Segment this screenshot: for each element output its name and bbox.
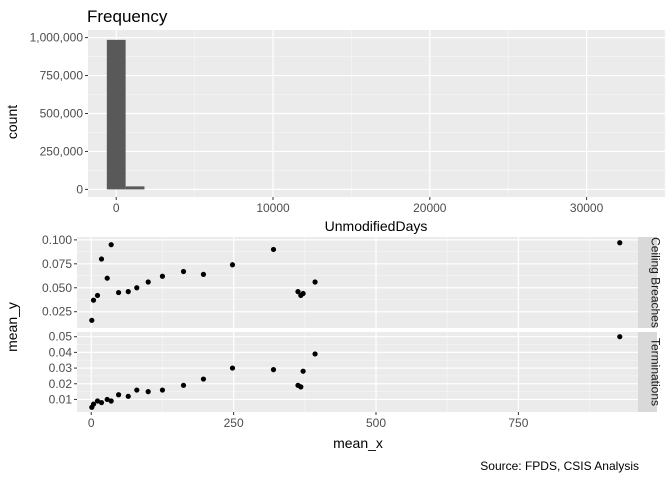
scatter-point xyxy=(617,334,623,340)
scatter-point xyxy=(229,262,236,268)
scatter-y-tick-label: 0.04 xyxy=(49,345,73,359)
scatter-point xyxy=(104,275,110,281)
scatter-point xyxy=(229,365,236,371)
scatter-point xyxy=(300,368,306,374)
scatter-point xyxy=(115,289,122,296)
scatter-facet-ceiling-breaches: 0.025 0.050 0.075 0.100 Ceiling Breaches xyxy=(42,233,663,328)
scatter-point xyxy=(617,240,623,246)
scatter-point xyxy=(94,398,101,404)
histogram-bar xyxy=(125,186,145,190)
scatter-point xyxy=(94,292,101,299)
histogram-x-axis-label: UnmodifiedDays xyxy=(325,218,428,234)
scatter-point xyxy=(98,256,105,262)
scatter-point xyxy=(270,246,277,253)
scatter-y-tick-label: 0.03 xyxy=(49,361,73,375)
scatter-point xyxy=(90,297,97,303)
scatter-point xyxy=(134,387,140,393)
histogram-x-tick-label: 30000 xyxy=(570,201,604,215)
scatter-panel-background xyxy=(77,237,638,328)
scatter-point xyxy=(108,242,114,248)
scatter-point xyxy=(108,398,114,404)
scatter-point xyxy=(134,285,140,291)
scatter-panel-background xyxy=(77,332,638,412)
scatter-y-tick-label: 0.05 xyxy=(49,330,73,344)
histogram-bar xyxy=(106,39,126,190)
scatter-y-axis-label: mean_y xyxy=(4,302,20,352)
scatter-point xyxy=(312,279,318,285)
histogram-x-tick-label: 0 xyxy=(113,201,120,215)
scatter-point xyxy=(180,268,187,275)
scatter-point xyxy=(159,273,166,279)
scatter-point xyxy=(145,279,151,285)
scatter-point xyxy=(89,317,95,323)
scatter-x-tick-label: 750 xyxy=(508,416,528,430)
scatter-point xyxy=(104,396,110,403)
histogram-y-tick-label: 0 xyxy=(76,182,83,196)
facet-strip xyxy=(638,237,657,328)
histogram-x-tick-label: 10000 xyxy=(256,201,290,215)
histogram-y-tick-label: 750,000 xyxy=(40,69,84,83)
scatter-point xyxy=(295,289,301,295)
scatter-point xyxy=(312,351,318,357)
scatter-x-tick-label: 0 xyxy=(88,416,95,430)
histogram-y-axis-label: count xyxy=(4,105,20,139)
scatter-point xyxy=(145,389,151,395)
scatter-point xyxy=(300,290,306,297)
histogram-y-tick-label: 1,000,000 xyxy=(30,31,84,45)
scatter-point xyxy=(98,399,105,406)
scatter-point xyxy=(270,367,277,373)
scatter-facet-terminations: 0.010.02 0.03 0.040.05 Terminations 0 250 500 7… xyxy=(49,330,663,430)
histogram-x-tick-label: 20000 xyxy=(413,201,447,215)
scatter-x-tick-label: 250 xyxy=(224,416,244,430)
source-caption: Source: FPDS, CSIS Analysis xyxy=(480,459,639,473)
scatter-point xyxy=(200,376,207,382)
scatter-point xyxy=(90,401,97,407)
scatter-y-tick-label: 0.075 xyxy=(42,257,72,271)
scatter-y-tick-label: 0.100 xyxy=(42,233,72,247)
histogram-panel: 0 10000 20000 30000 0 250,000 500,000 750,000 1,… xyxy=(30,30,666,215)
scatter-point xyxy=(200,271,207,277)
facet-strip-label: Terminations xyxy=(649,338,663,406)
scatter-x-axis-label: mean_x xyxy=(333,435,383,451)
scatter-point xyxy=(125,393,131,399)
scatter-y-tick-label: 0.02 xyxy=(49,377,73,391)
histogram-y-tick-label: 500,000 xyxy=(40,107,84,121)
facet-strip xyxy=(638,332,657,412)
histogram-y-tick-label: 250,000 xyxy=(40,144,84,158)
scatter-point xyxy=(298,384,304,390)
histogram-title: Frequency xyxy=(87,7,168,26)
facet-strip-label: Ceiling Breaches xyxy=(649,237,663,328)
scatter-y-tick-label: 0.01 xyxy=(49,392,73,406)
scatter-x-tick-label: 500 xyxy=(366,416,386,430)
scatter-y-tick-label: 0.025 xyxy=(42,305,72,319)
scatter-y-tick-label: 0.050 xyxy=(42,281,72,295)
scatter-point xyxy=(180,382,187,388)
scatter-point xyxy=(125,289,131,295)
scatter-point xyxy=(115,392,122,398)
scatter-point xyxy=(159,387,166,393)
